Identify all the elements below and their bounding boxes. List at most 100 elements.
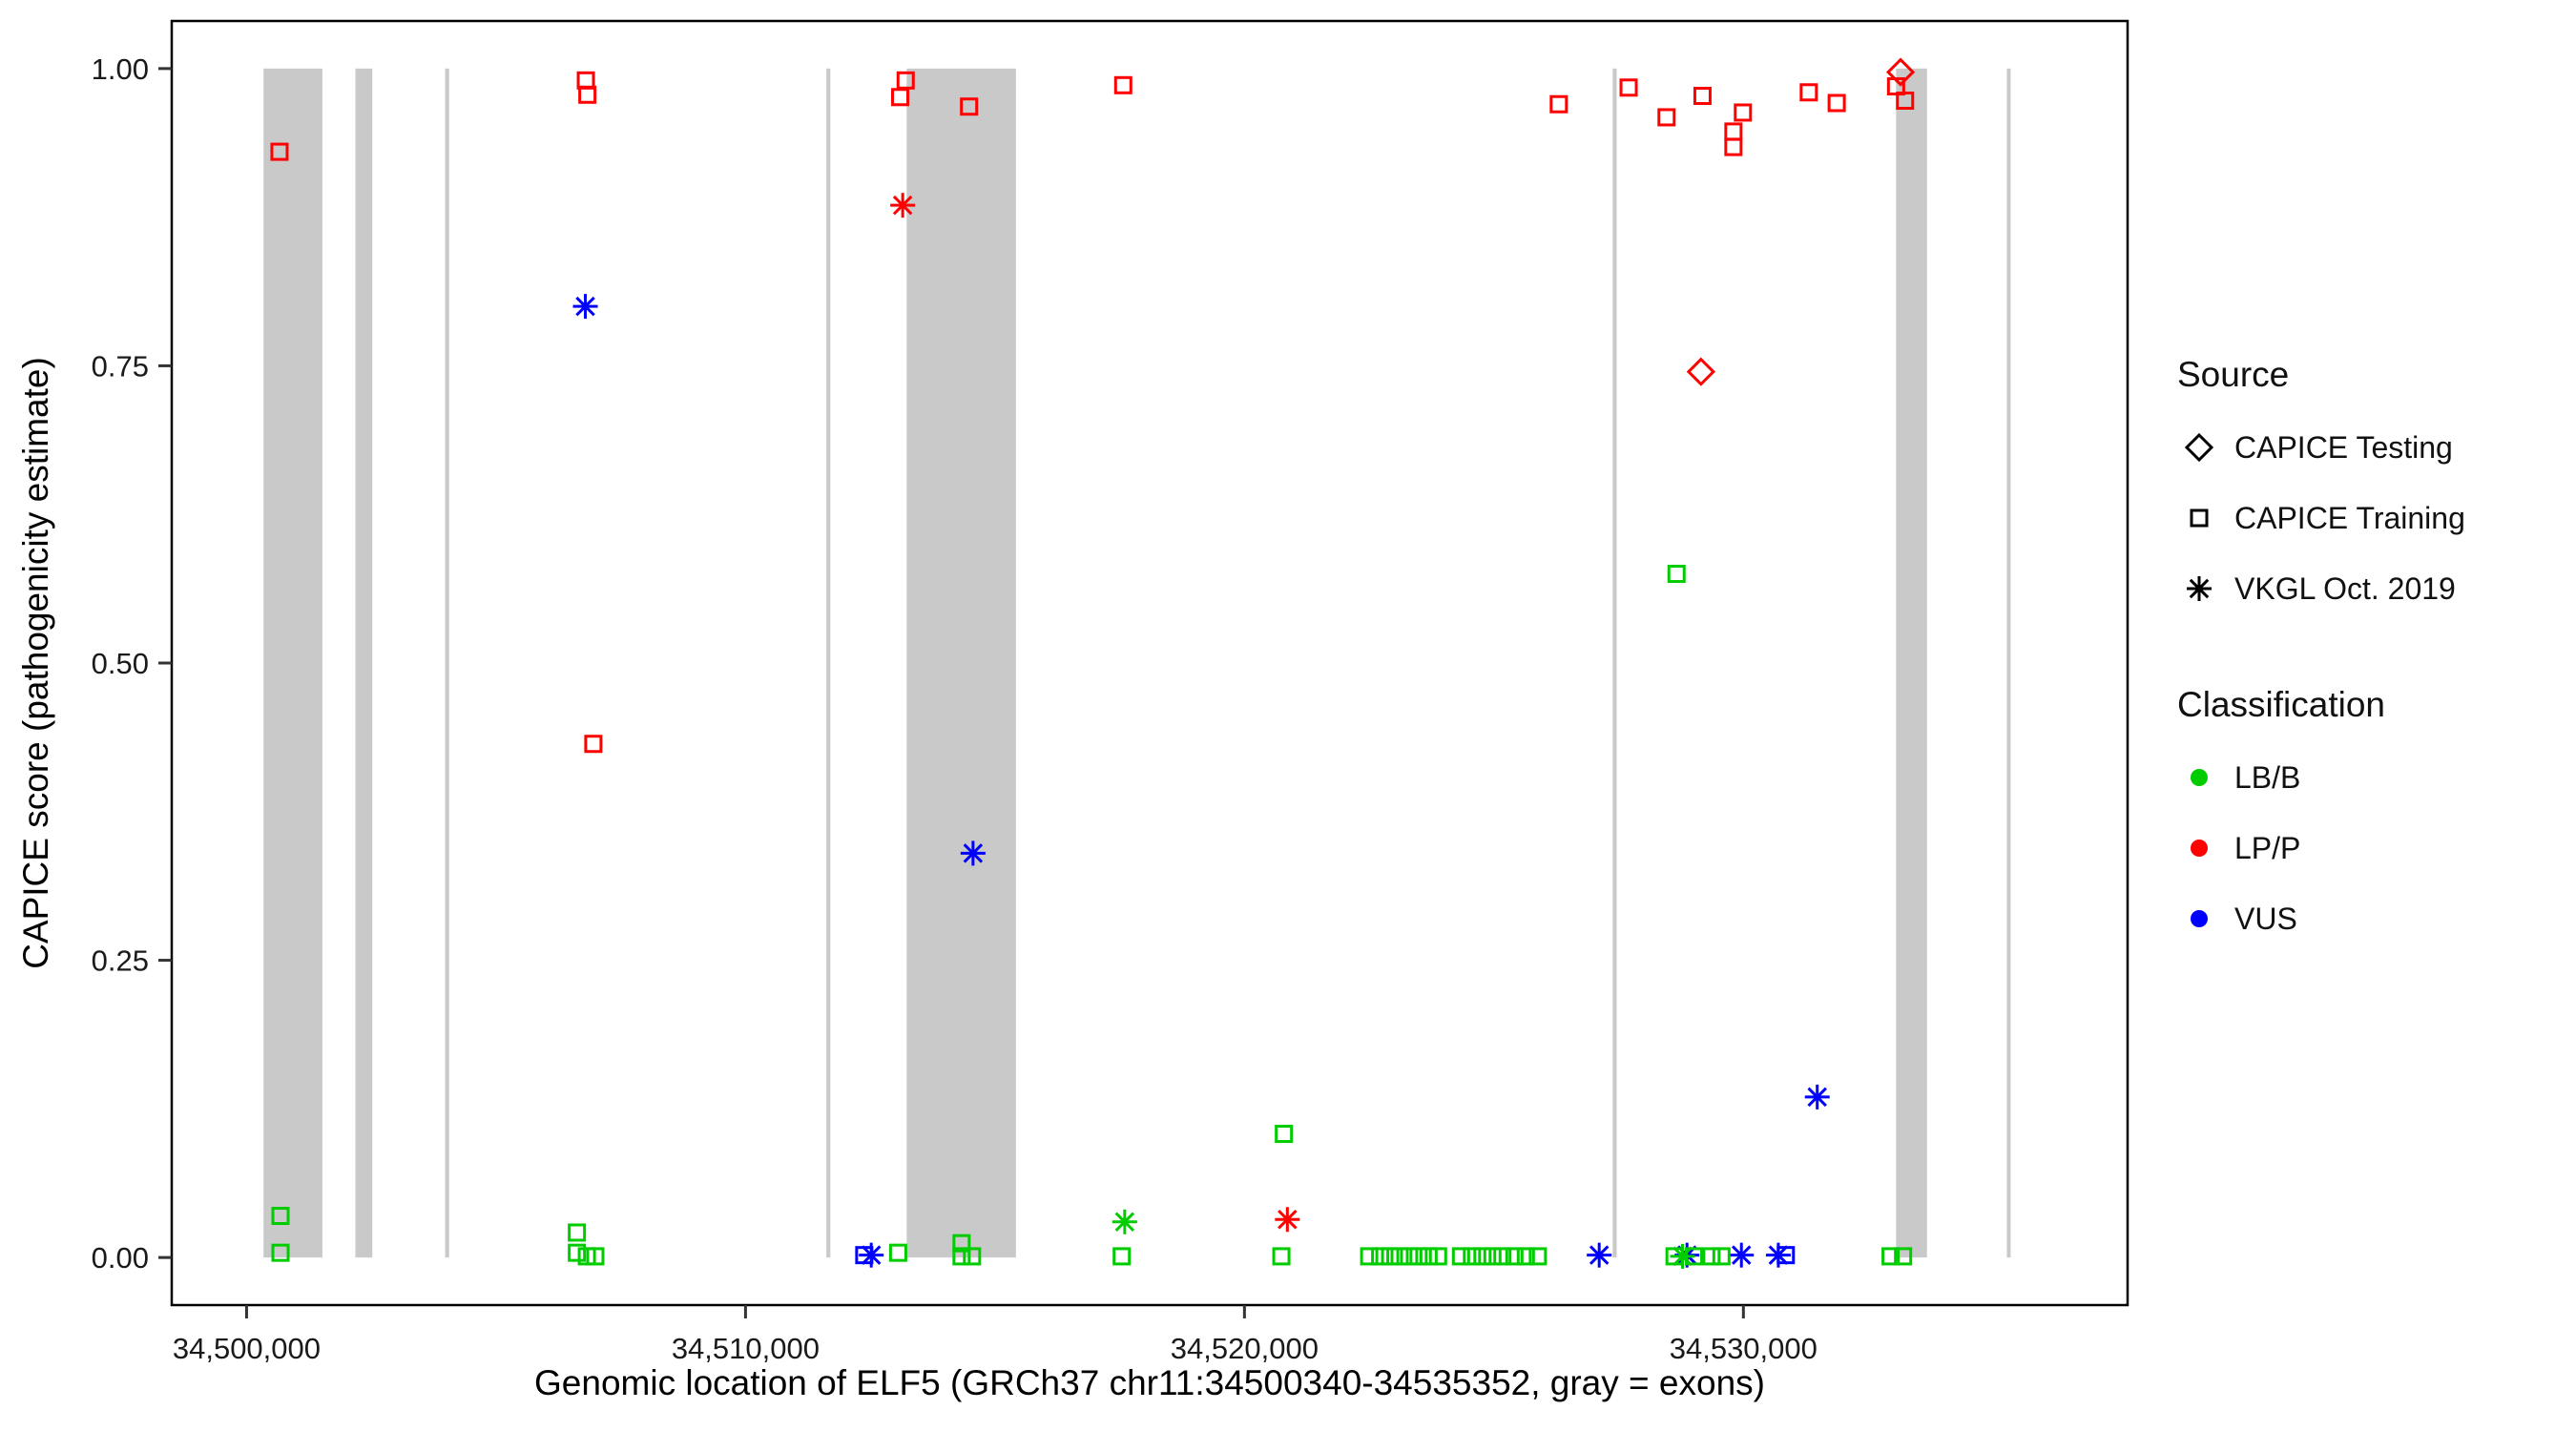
asterisk-icon: [2187, 576, 2212, 601]
exon-band: [906, 68, 1016, 1258]
data-point: [1885, 57, 1916, 87]
data-point: [1896, 92, 1915, 111]
data-point: [572, 294, 598, 320]
data-point: [963, 1247, 982, 1266]
data-point: [1473, 1247, 1492, 1266]
exon-band: [826, 68, 831, 1258]
data-point: [1724, 137, 1743, 156]
legend-item-label: LP/P: [2234, 830, 2301, 865]
y-tick-label: 0.50: [92, 647, 149, 680]
data-point: [952, 1247, 971, 1266]
legend-item-lpp: LP/P: [2177, 813, 2465, 883]
data-point: [1516, 1247, 1535, 1266]
legend-classification-title: Classification: [2177, 685, 2385, 724]
data-point: [1451, 1247, 1470, 1266]
y-tick-label: 0.75: [92, 349, 149, 383]
legend-item-label: LB/B: [2234, 759, 2301, 795]
legend-item-label: VUS: [2234, 901, 2297, 936]
legend-item-vus: VUS: [2177, 883, 2465, 954]
data-point: [1371, 1247, 1390, 1266]
data-point: [270, 142, 289, 161]
data-point: [1360, 1247, 1379, 1266]
data-point: [1111, 1209, 1137, 1234]
legend-item-label: CAPICE Testing: [2234, 429, 2453, 465]
data-point: [1667, 565, 1686, 584]
y-tick-label: 0.00: [92, 1241, 149, 1275]
legend-source-title: Source: [2177, 355, 2290, 394]
x-tick-label: 34,500,000: [173, 1332, 321, 1365]
data-point: [1799, 83, 1818, 102]
data-point: [1275, 1207, 1300, 1233]
data-point: [568, 1243, 587, 1262]
data-point: [1657, 108, 1676, 127]
exon-band: [1896, 68, 1927, 1258]
lpp-dot-icon: [2191, 840, 2208, 857]
data-point: [1528, 1247, 1548, 1266]
x-tick-label: 34,510,000: [672, 1332, 820, 1365]
data-point: [1390, 1247, 1409, 1266]
y-axis-title: CAPICE score (pathogenicity estimate): [16, 357, 55, 969]
data-point: [1505, 1247, 1524, 1266]
data-point: [1272, 1247, 1291, 1266]
legend-item-label: CAPICE Training: [2234, 500, 2465, 535]
x-tick-label: 34,530,000: [1670, 1332, 1818, 1365]
data-point: [1804, 1084, 1830, 1110]
legend: Source CAPICE Testing CAPICE Training VK…: [2177, 355, 2465, 954]
x-tick-label: 34,520,000: [1171, 1332, 1319, 1365]
data-point: [271, 1243, 290, 1262]
exon-band: [1612, 68, 1617, 1258]
data-point: [1587, 1242, 1612, 1268]
legend-item-lbb: LB/B: [2177, 742, 2465, 813]
data-point: [1894, 1247, 1913, 1266]
legend-item-label: VKGL Oct. 2019: [2234, 570, 2456, 606]
data-point: [1112, 1247, 1132, 1266]
data-point: [1275, 1125, 1294, 1144]
data-point: [960, 840, 986, 866]
data-point: [1409, 1247, 1428, 1266]
y-tick-label: 0.25: [92, 944, 149, 978]
x-axis-title: Genomic location of ELF5 (GRCh37 chr11:3…: [534, 1363, 1765, 1402]
data-point: [890, 193, 916, 218]
exon-band: [2006, 68, 2011, 1258]
data-point: [1493, 1247, 1512, 1266]
data-point: [578, 85, 597, 104]
data-point: [1827, 93, 1846, 113]
data-point: [1549, 94, 1568, 114]
data-point: [1419, 1247, 1438, 1266]
data-point: [1463, 1247, 1482, 1266]
lbb-dot-icon: [2191, 769, 2208, 786]
data-point: [1693, 87, 1712, 106]
data-point: [1881, 1247, 1901, 1266]
data-point: [891, 88, 910, 107]
data-point: [896, 71, 915, 90]
data-point: [586, 1247, 605, 1266]
data-point: [1113, 75, 1132, 94]
data-point: [1483, 1247, 1502, 1266]
data-point: [855, 1246, 874, 1265]
data-point: [271, 1207, 290, 1226]
data-point: [1776, 1246, 1796, 1265]
exon-band: [263, 68, 322, 1258]
data-point: [1400, 1247, 1419, 1266]
data-point: [952, 1234, 971, 1253]
data-point: [960, 97, 979, 116]
data-point: [568, 1223, 587, 1242]
plot-panel-border: [170, 19, 2129, 1307]
legend-item-capice-training: CAPICE Training: [2177, 483, 2465, 553]
data-point: [1686, 357, 1715, 386]
data-point: [1712, 1247, 1731, 1266]
data-point: [1724, 122, 1743, 141]
data-point: [1619, 78, 1638, 97]
legend-item-vkgl: VKGL Oct. 2019: [2177, 553, 2465, 624]
data-point: [1381, 1247, 1400, 1266]
square-icon: [2190, 508, 2209, 528]
data-point: [888, 1243, 907, 1262]
exon-band: [445, 68, 449, 1258]
vus-dot-icon: [2191, 910, 2208, 927]
data-point: [1734, 103, 1753, 122]
data-point: [584, 735, 603, 754]
exon-band: [355, 68, 373, 1258]
legend-item-capice-testing: CAPICE Testing: [2177, 412, 2465, 483]
data-point: [1702, 1247, 1721, 1266]
